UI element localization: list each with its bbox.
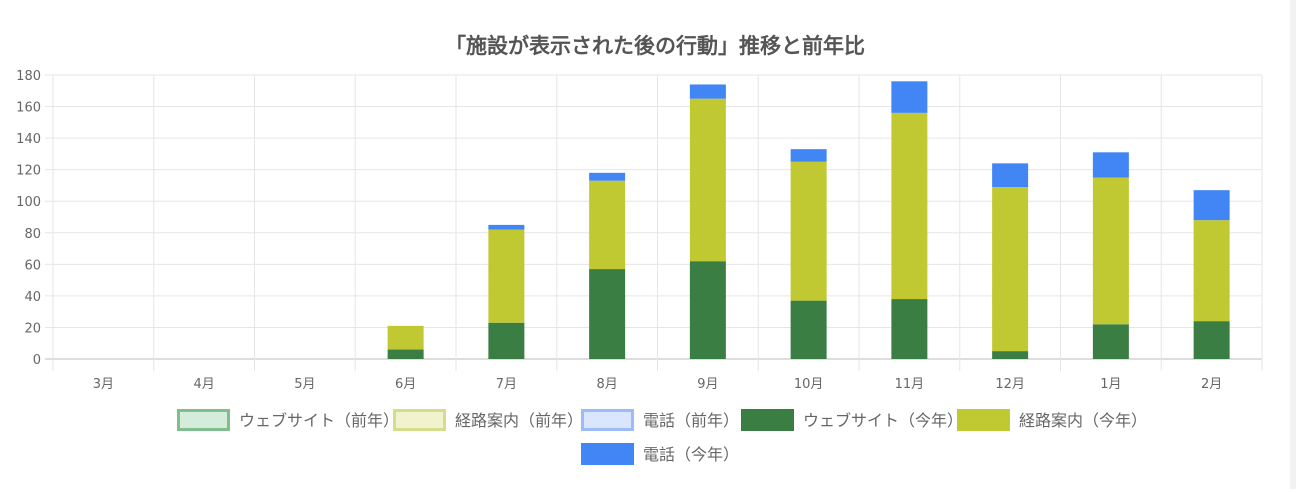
- bar-segment: [387, 325, 424, 350]
- bar-segment: [387, 349, 424, 359]
- y-tick-label: 180: [16, 69, 41, 84]
- bar-segment: [488, 229, 525, 323]
- grid-layer: [45, 74, 1263, 371]
- x-axis-ticks: 3月 4月 5月 6月 7月 8月 9月 10月 11月 12月 1月 2月: [93, 377, 1223, 392]
- panel-edge: [1290, 0, 1296, 489]
- bar-segment: [689, 261, 726, 359]
- bar-segment: [689, 84, 726, 99]
- y-tick-label: 20: [24, 321, 41, 336]
- x-tick-label: 6月: [395, 377, 416, 392]
- x-tick-label: 12月: [995, 377, 1025, 392]
- legend-swatch: [581, 443, 634, 465]
- x-tick-label: 8月: [596, 377, 617, 392]
- bar-segment: [488, 224, 525, 230]
- bar-segment: [488, 322, 525, 359]
- bar-segment: [1092, 324, 1129, 359]
- legend-label: 経路案内（前年）: [455, 411, 583, 430]
- y-tick-label: 120: [16, 164, 41, 179]
- bar-segment: [891, 112, 928, 300]
- x-tick-label: 10月: [794, 377, 824, 392]
- bar-segment: [1092, 152, 1129, 178]
- bar-segment: [689, 98, 726, 262]
- y-tick-label: 140: [16, 132, 41, 147]
- bar-segment: [589, 269, 626, 359]
- bar-layer: [387, 81, 1230, 359]
- bar-segment: [589, 180, 626, 270]
- y-tick-label: 40: [24, 290, 41, 305]
- y-tick-label: 100: [16, 195, 41, 210]
- bar-segment: [992, 187, 1029, 352]
- bar-segment: [1193, 220, 1230, 322]
- bar-segment: [790, 149, 827, 162]
- legend-swatch: [177, 409, 230, 431]
- y-tick-label: 160: [16, 101, 41, 116]
- bar-segment: [790, 300, 827, 359]
- x-tick-label: 4月: [193, 377, 214, 392]
- x-tick-label: 3月: [93, 377, 114, 392]
- x-tick-label: 2月: [1201, 377, 1222, 392]
- bar-segment: [891, 299, 928, 359]
- x-tick-label: 5月: [294, 377, 315, 392]
- legend-label: 経路案内（今年）: [1019, 411, 1147, 430]
- x-tick-label: 11月: [895, 377, 925, 392]
- x-tick-label: 9月: [697, 377, 718, 392]
- chart-title: 「施設が表示された後の行動」推移と前年比: [445, 34, 865, 58]
- y-tick-label: 0: [33, 353, 41, 368]
- legend-swatch: [393, 409, 446, 431]
- bar-segment: [992, 351, 1029, 359]
- y-axis-ticks: 0 20 40 60 80 100 120 140 160 180: [16, 69, 41, 368]
- x-tick-label: 1月: [1100, 377, 1121, 392]
- bar-segment: [1193, 321, 1230, 359]
- bar-segment: [891, 81, 928, 113]
- x-tick-label: 7月: [496, 377, 517, 392]
- y-tick-label: 80: [24, 227, 41, 242]
- legend-label: ウェブサイト（前年）: [239, 411, 399, 430]
- legend-swatch: [581, 409, 634, 431]
- bar-segment: [790, 161, 827, 301]
- y-tick-label: 60: [24, 258, 41, 273]
- bar-segment: [1092, 177, 1129, 325]
- legend-label: 電話（今年）: [643, 445, 739, 464]
- legend-label: 電話（前年）: [643, 411, 739, 430]
- legend-swatch: [957, 409, 1010, 431]
- bar-segment: [589, 172, 626, 181]
- legend: ウェブサイト（前年） 経路案内（前年） 電話（前年） ウェブサイト（今年） 経路案内（今…: [177, 409, 1147, 465]
- bar-segment: [992, 163, 1029, 188]
- legend-swatch: [741, 409, 794, 431]
- bar-segment: [1193, 190, 1230, 221]
- legend-label: ウェブサイト（今年）: [803, 411, 963, 430]
